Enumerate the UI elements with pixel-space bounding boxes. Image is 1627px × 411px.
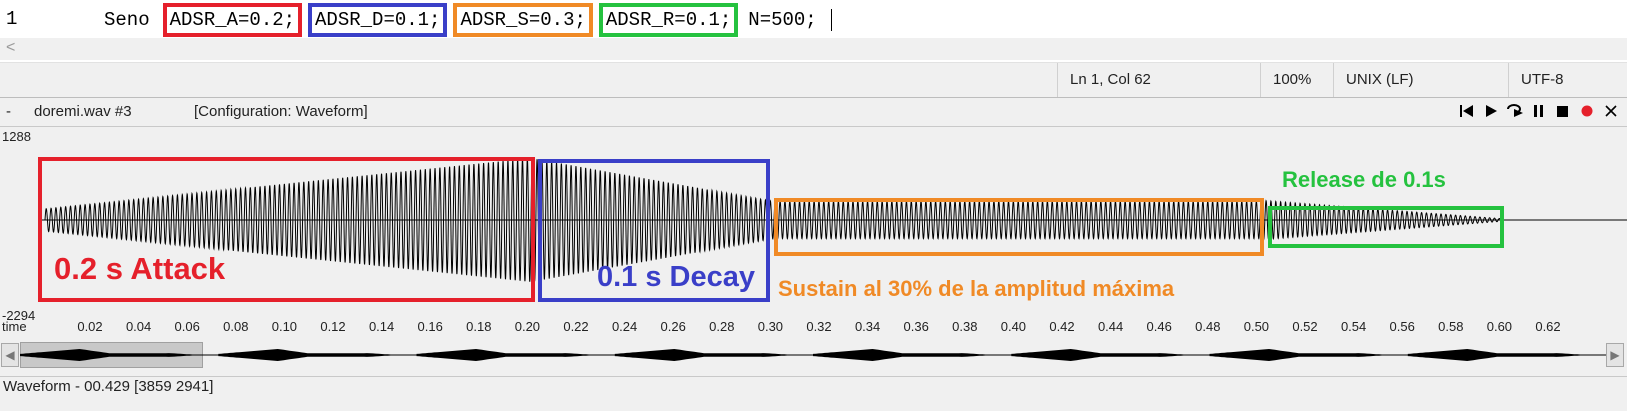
time-tick-label: 0.10 bbox=[271, 319, 298, 334]
time-tick-label: 0.24 bbox=[611, 319, 638, 334]
waveform-plot[interactable]: 1288 -2294 0.2 s Attack 0.1 s Decay Sust… bbox=[0, 126, 1627, 351]
panel-menu-dash[interactable]: - bbox=[6, 103, 11, 120]
code-token-adsr-s: ADSR_S=0.3; bbox=[453, 3, 593, 37]
time-tick-label: 0.46 bbox=[1146, 319, 1172, 334]
play-icon[interactable] bbox=[1482, 101, 1499, 121]
overview-left-icon[interactable]: ◀ bbox=[1, 343, 19, 367]
waveform-signal bbox=[38, 158, 1627, 282]
time-axis-label: time bbox=[2, 319, 27, 334]
line-number: 1 bbox=[6, 8, 18, 30]
code-text[interactable]: Seno ADSR_A=0.2; ADSR_D=0.1; ADSR_S=0.3;… bbox=[100, 3, 832, 37]
close-icon[interactable] bbox=[1602, 101, 1619, 121]
overview-waveform bbox=[20, 349, 1606, 361]
time-tick-label: 0.06 bbox=[174, 319, 200, 334]
cursor-position[interactable]: Ln 1, Col 62 bbox=[1057, 63, 1270, 97]
time-tick-label: 0.34 bbox=[854, 319, 881, 334]
time-axis: time 0.02 0.04 0.06 0.08 0.10 0.12 0.14 0.16 0.1… bbox=[0, 318, 1627, 338]
time-tick-label: 0.02 bbox=[77, 319, 103, 334]
time-tick-label: 0.16 bbox=[417, 319, 443, 334]
editor-line[interactable]: 1 Seno ADSR_A=0.2; ADSR_D=0.1; ADSR_S=0.… bbox=[0, 0, 1627, 38]
time-tick-label: 0.40 bbox=[1000, 319, 1027, 334]
attack-annotation: 0.2 s Attack bbox=[54, 251, 226, 286]
time-tick-label: 0.50 bbox=[1243, 319, 1270, 334]
waveform-status: Waveform - 00.429 [3859 2941] bbox=[0, 376, 1627, 397]
time-tick-label: 0.18 bbox=[466, 319, 492, 334]
scroll-left-icon[interactable]: < bbox=[6, 39, 16, 56]
record-icon[interactable] bbox=[1578, 101, 1595, 121]
panel-header: - doremi.wav #3 [Configuration: Waveform… bbox=[0, 98, 1627, 126]
transport-controls bbox=[1458, 101, 1619, 121]
time-tick-label: 0.44 bbox=[1097, 319, 1124, 334]
pause-icon[interactable] bbox=[1530, 101, 1547, 121]
time-tick-label: 0.30 bbox=[757, 319, 784, 334]
y-min-label: -2294 bbox=[2, 308, 36, 323]
time-tick-label: 0.14 bbox=[368, 319, 395, 334]
attack-box bbox=[38, 157, 535, 302]
time-tick-label: 0.38 bbox=[952, 319, 978, 334]
zoom-level[interactable]: 100% bbox=[1260, 63, 1343, 97]
code-token-n: N=500; bbox=[748, 9, 817, 31]
time-tick-label: 0.22 bbox=[563, 319, 589, 334]
time-tick-label: 0.08 bbox=[223, 319, 249, 334]
loop-play-icon[interactable] bbox=[1506, 101, 1523, 121]
stop-icon[interactable] bbox=[1554, 101, 1571, 121]
decay-box bbox=[538, 159, 770, 302]
y-max-label: 1288 bbox=[2, 129, 31, 144]
code-token-adsr-d: ADSR_D=0.1; bbox=[308, 3, 448, 37]
line-endings[interactable]: UNIX (LF) bbox=[1333, 63, 1516, 97]
time-tick-label: 0.04 bbox=[125, 319, 152, 334]
time-tick-label: 0.26 bbox=[660, 319, 686, 334]
file-name: doremi.wav #3 bbox=[34, 103, 132, 120]
sustain-annotation: Sustain al 30% de la amplitud máxima bbox=[778, 276, 1175, 301]
overview-right-icon[interactable]: ▶ bbox=[1606, 343, 1624, 367]
horizontal-scrollbar[interactable]: < bbox=[0, 38, 1627, 60]
release-annotation: Release de 0.1s bbox=[1282, 167, 1446, 192]
overview-scrollbar[interactable]: ◀ ▶ bbox=[0, 340, 1627, 370]
time-tick-label: 0.42 bbox=[1049, 319, 1075, 334]
waveform-panel: - doremi.wav #3 [Configuration: Waveform… bbox=[0, 97, 1627, 411]
status-bar: Ln 1, Col 62 100% UNIX (LF) UTF-8 bbox=[0, 62, 1627, 97]
time-tick-label: 0.28 bbox=[709, 319, 735, 334]
encoding[interactable]: UTF-8 bbox=[1508, 63, 1627, 97]
time-tick-label: 0.48 bbox=[1195, 319, 1221, 334]
time-tick-label: 0.36 bbox=[903, 319, 929, 334]
skip-back-icon[interactable] bbox=[1458, 101, 1475, 121]
code-token-adsr-r: ADSR_R=0.1; bbox=[598, 3, 739, 37]
time-tick-label: 0.12 bbox=[320, 319, 346, 334]
time-tick-label: 0.54 bbox=[1340, 319, 1367, 334]
time-tick-label: 0.56 bbox=[1389, 319, 1415, 334]
text-caret bbox=[830, 9, 832, 31]
time-tick-label: 0.32 bbox=[806, 319, 832, 334]
time-tick-label: 0.58 bbox=[1438, 319, 1464, 334]
configuration-label: [Configuration: Waveform] bbox=[194, 103, 368, 120]
time-tick-label: 0.20 bbox=[514, 319, 541, 334]
code-token-seno: Seno bbox=[104, 9, 150, 31]
release-box bbox=[1268, 206, 1504, 248]
decay-annotation: 0.1 s Decay bbox=[597, 261, 756, 293]
time-tick-label: 0.60 bbox=[1486, 319, 1513, 334]
sustain-box bbox=[774, 198, 1264, 256]
time-tick-label: 0.52 bbox=[1292, 319, 1318, 334]
time-tick-label: 0.62 bbox=[1535, 319, 1561, 334]
code-token-adsr-a: ADSR_A=0.2; bbox=[162, 3, 303, 37]
